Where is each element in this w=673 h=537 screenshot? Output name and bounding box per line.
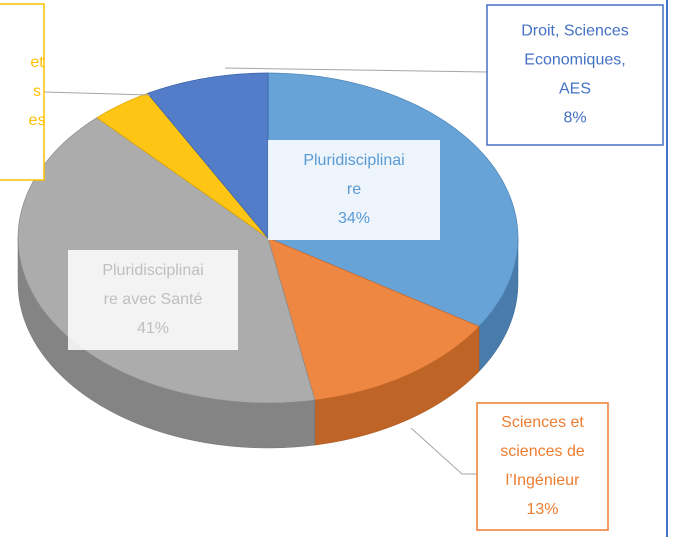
data-label: re [347, 181, 361, 198]
value-label: 13% [526, 501, 558, 518]
label-box [476, 402, 609, 531]
leader-line [43, 91, 151, 96]
leader-line [224, 67, 488, 73]
slice [146, 72, 269, 239]
slice [96, 92, 269, 239]
value-label: 34% [338, 210, 370, 227]
data-label: re avec Santé [104, 291, 203, 308]
data-label: Pluridisciplinai [303, 152, 404, 169]
label-box [0, 3, 45, 181]
data-label: Droit, Sciences [521, 23, 629, 40]
pie-tops [17, 72, 519, 404]
leader-line [410, 427, 477, 475]
data-label: Pluridisciplinai [102, 262, 203, 279]
label-box [486, 4, 664, 146]
data-label: et [30, 54, 44, 71]
data-label: l’Ingénieur [506, 472, 581, 489]
data-label: es [29, 112, 46, 129]
label-box [68, 250, 238, 350]
data-label: AES [559, 81, 591, 98]
pie-sides [17, 237, 519, 449]
value-label: 41% [137, 320, 169, 337]
data-label: Sciences et [501, 414, 584, 431]
data-label: s [33, 83, 41, 100]
value-label: 8% [563, 110, 586, 127]
data-label: sciences de [500, 443, 585, 460]
label-box [268, 140, 440, 240]
data-label: Economiques, [524, 52, 625, 69]
slice [267, 237, 480, 401]
